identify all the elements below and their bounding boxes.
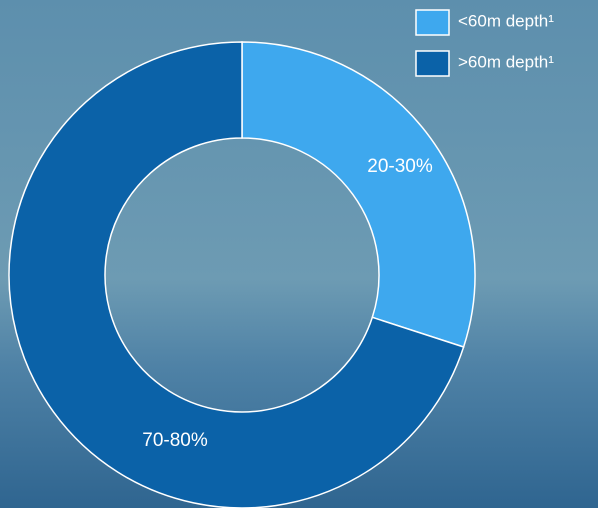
data-label: 20-30% xyxy=(367,156,433,177)
legend-label: <60m depth¹ xyxy=(458,11,554,30)
data-label: 70-80% xyxy=(142,430,208,451)
legend-swatch xyxy=(415,50,450,77)
legend-swatch xyxy=(415,9,450,36)
legend-label: >60m depth¹ xyxy=(458,52,554,71)
donut-segment xyxy=(241,41,476,348)
